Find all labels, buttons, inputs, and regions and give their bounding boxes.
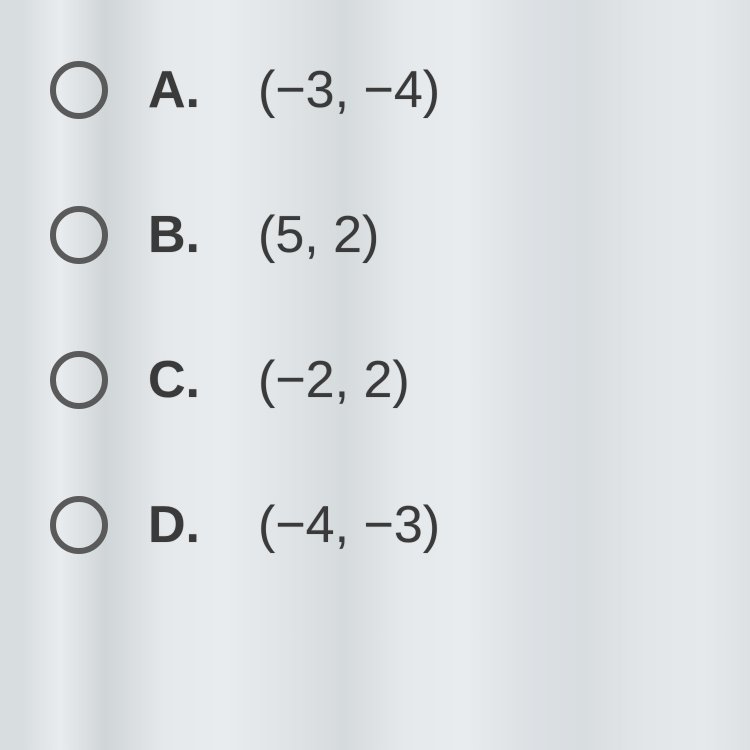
- option-letter-d: D.: [148, 495, 218, 555]
- option-value-a: (−3, −4): [258, 60, 440, 120]
- options-list: A. (−3, −4) B. (5, 2) C. (−2, 2) D. (−4,…: [50, 60, 700, 555]
- option-row-d[interactable]: D. (−4, −3): [50, 495, 700, 555]
- radio-button-a[interactable]: [50, 61, 108, 119]
- option-letter-c: C.: [148, 350, 218, 410]
- option-row-b[interactable]: B. (5, 2): [50, 205, 700, 265]
- radio-button-c[interactable]: [50, 351, 108, 409]
- option-letter-a: A.: [148, 60, 218, 120]
- option-value-c: (−2, 2): [258, 350, 410, 410]
- radio-button-b[interactable]: [50, 206, 108, 264]
- radio-button-d[interactable]: [50, 496, 108, 554]
- option-value-d: (−4, −3): [258, 495, 440, 555]
- option-value-b: (5, 2): [258, 205, 379, 265]
- option-row-c[interactable]: C. (−2, 2): [50, 350, 700, 410]
- option-row-a[interactable]: A. (−3, −4): [50, 60, 700, 120]
- option-letter-b: B.: [148, 205, 218, 265]
